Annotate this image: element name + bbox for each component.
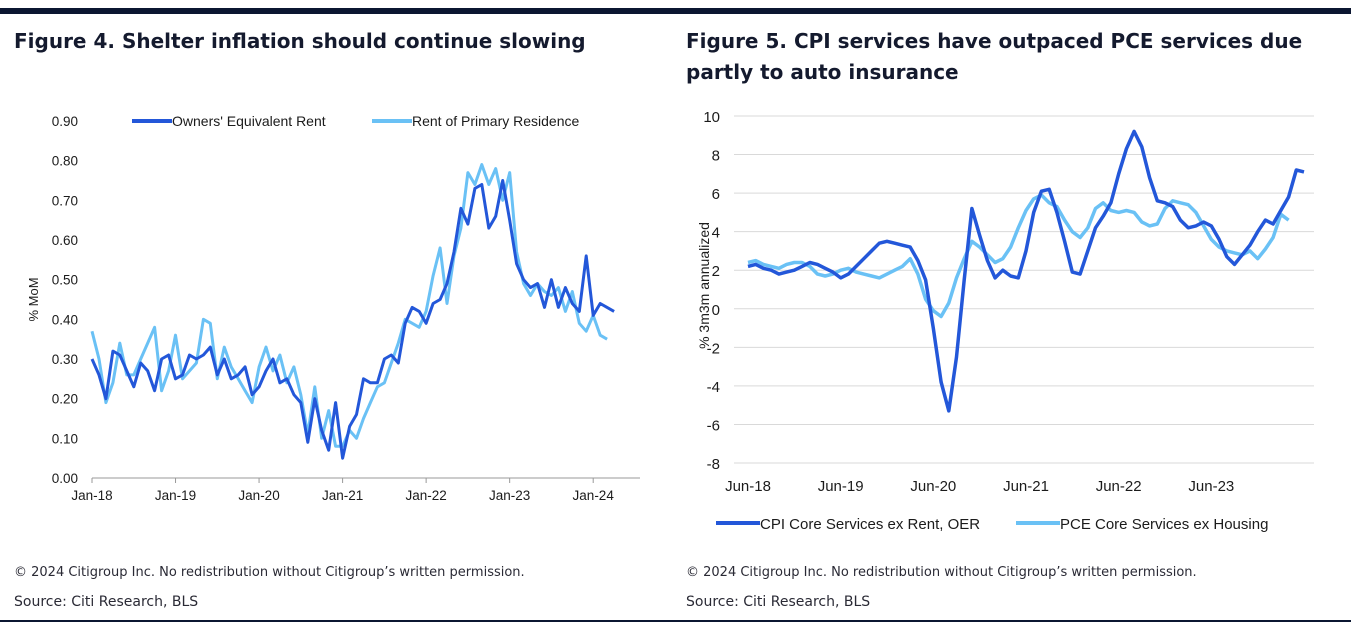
y-tick-label: 10	[703, 109, 720, 126]
figure-5-panel: Figure 5. CPI services have outpaced PCE…	[672, 0, 1351, 624]
figure-4-copyright: © 2024 Citigroup Inc. No redistribution …	[14, 565, 525, 580]
y-tick-label: 0.30	[52, 352, 78, 367]
legend-label-rent: Rent of Primary Residence	[412, 113, 580, 129]
y-tick-label: -2	[707, 340, 720, 357]
y-tick-label: 0.90	[52, 114, 78, 129]
legend-label-cpi: CPI Core Services ex Rent, OER	[760, 516, 980, 533]
figure-4-panel: Figure 4. Shelter inflation should conti…	[0, 0, 660, 624]
y-tick-label: 0.40	[52, 312, 78, 327]
y-tick-label: 6	[712, 186, 720, 203]
y-tick-label: 2	[712, 263, 720, 280]
y-tick-label: -6	[707, 417, 720, 434]
x-tick-label: Jan-22	[405, 488, 446, 503]
figure-4-chart: 0.00 0.10 0.20 0.30 0.40 0.50 0.60 0.70 0.80 0.90…	[26, 113, 640, 503]
y-tick-label: 0.50	[52, 273, 78, 288]
top-rule	[0, 8, 1351, 14]
series-line-owners-equivalent-rent	[90, 179, 615, 460]
x-tick-label: Jan-20	[238, 488, 279, 503]
x-tick-label: Jun-21	[1003, 478, 1049, 495]
figure-5-chart: -8 -6 -4 -2 0 2 4 6 8 10 Jun-18 Jun-19 Jun-20 Jun-21 J…	[696, 109, 1314, 533]
y-tick-label: 0.10	[52, 431, 78, 446]
x-tick-label: Jan-19	[155, 488, 196, 503]
figure-5-copyright: © 2024 Citigroup Inc. No redistribution …	[686, 565, 1197, 580]
y-tick-label: 4	[712, 225, 720, 242]
x-tick-label: Jun-18	[725, 478, 771, 495]
y-tick-label: 0.00	[52, 471, 78, 486]
x-tick-label: Jun-20	[910, 478, 956, 495]
y-tick-label: 0.80	[52, 154, 78, 169]
y-axis-label: % 3m3m annualized	[696, 222, 712, 349]
legend-label-pce: PCE Core Services ex Housing	[1060, 516, 1268, 533]
figure-4-title: Figure 4. Shelter inflation should conti…	[14, 29, 586, 53]
figure-5-title: Figure 5. CPI services have outpaced PCE…	[686, 29, 1303, 84]
bottom-rule	[0, 620, 1351, 622]
legend-label-oer: Owners' Equivalent Rent	[172, 113, 326, 129]
series-line-pce-core-services	[747, 193, 1290, 319]
y-tick-label: 0.70	[52, 193, 78, 208]
series-line-cpi-core-services	[747, 129, 1305, 413]
y-tick-label: 0.60	[52, 233, 78, 248]
x-tick-label: Jan-18	[71, 488, 112, 503]
x-tick-label: Jun-22	[1096, 478, 1142, 495]
x-tick-label: Jan-21	[322, 488, 363, 503]
x-tick-label: Jan-24	[573, 488, 615, 503]
y-tick-label: -8	[707, 456, 720, 473]
y-tick-label: 0.20	[52, 392, 78, 407]
series-line-rent-of-primary-residence	[90, 163, 608, 448]
y-tick-label: -4	[707, 379, 720, 396]
x-tick-label: Jun-23	[1188, 478, 1234, 495]
figure-5-source: Source: Citi Research, BLS	[686, 594, 871, 610]
x-tick-label: Jun-19	[818, 478, 864, 495]
y-tick-label: 0	[712, 302, 720, 319]
y-tick-label: 8	[712, 148, 720, 165]
y-axis-label: % MoM	[26, 277, 41, 321]
x-tick-label: Jan-23	[489, 488, 530, 503]
figure-4-source: Source: Citi Research, BLS	[14, 594, 199, 610]
